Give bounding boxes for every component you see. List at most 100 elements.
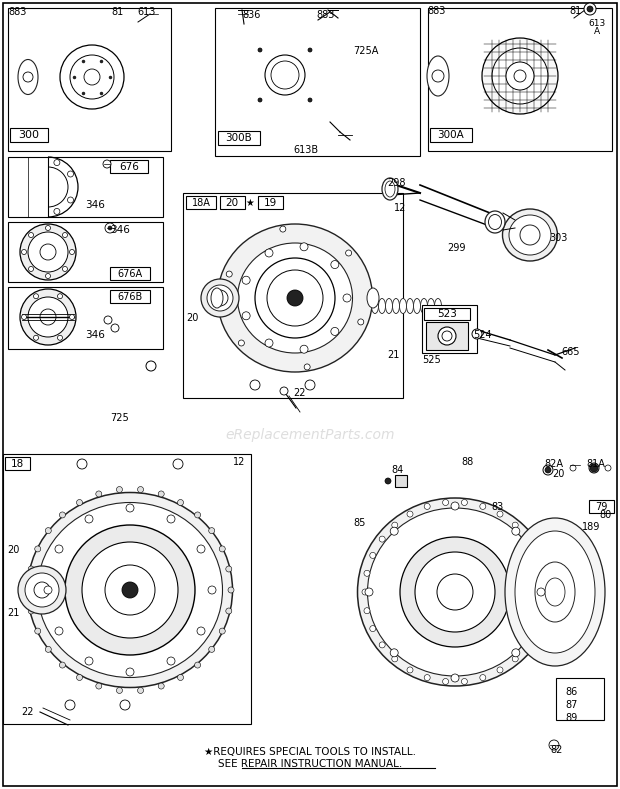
Circle shape (549, 740, 559, 750)
Circle shape (305, 380, 315, 390)
Text: 80: 80 (600, 510, 612, 520)
Circle shape (146, 361, 156, 371)
Circle shape (45, 274, 50, 279)
Circle shape (424, 675, 430, 681)
Circle shape (76, 675, 82, 680)
Circle shape (63, 267, 68, 271)
Circle shape (482, 38, 558, 114)
Circle shape (55, 627, 63, 635)
Ellipse shape (386, 298, 392, 313)
Ellipse shape (27, 492, 232, 687)
Circle shape (70, 55, 114, 99)
Ellipse shape (237, 243, 353, 353)
Circle shape (158, 491, 164, 497)
Circle shape (167, 657, 175, 665)
Text: 81A: 81A (587, 459, 606, 469)
Circle shape (29, 233, 33, 237)
Ellipse shape (207, 285, 233, 311)
Ellipse shape (382, 178, 398, 200)
Circle shape (65, 700, 75, 710)
Circle shape (22, 249, 27, 255)
Circle shape (364, 608, 370, 614)
Text: 299: 299 (448, 243, 466, 253)
Bar (5, 457, 30, 470)
Circle shape (195, 662, 201, 668)
Circle shape (424, 503, 430, 510)
Circle shape (345, 250, 352, 256)
Circle shape (304, 364, 310, 370)
Circle shape (400, 537, 510, 647)
Ellipse shape (520, 225, 540, 245)
Text: 86: 86 (566, 687, 578, 697)
Circle shape (331, 260, 339, 268)
Circle shape (44, 586, 52, 594)
Circle shape (117, 487, 122, 492)
Ellipse shape (385, 181, 395, 197)
Ellipse shape (368, 508, 542, 676)
Circle shape (497, 511, 503, 517)
Circle shape (512, 649, 520, 656)
Circle shape (242, 276, 250, 284)
Circle shape (76, 499, 82, 506)
Text: 12: 12 (233, 457, 245, 467)
Circle shape (492, 48, 548, 104)
Circle shape (362, 589, 368, 595)
Circle shape (365, 588, 373, 596)
Bar (215, 8, 420, 156)
Ellipse shape (25, 573, 59, 607)
Circle shape (60, 662, 66, 668)
Circle shape (308, 98, 312, 102)
Circle shape (22, 315, 27, 320)
Polygon shape (440, 18, 590, 130)
Bar (424, 308, 470, 320)
Circle shape (28, 232, 68, 272)
Text: 300: 300 (19, 130, 40, 140)
Circle shape (20, 289, 76, 345)
Text: 21: 21 (387, 350, 399, 360)
Circle shape (438, 327, 456, 345)
Circle shape (432, 70, 444, 82)
Polygon shape (240, 28, 330, 122)
Circle shape (20, 224, 76, 280)
Text: 81: 81 (570, 6, 582, 16)
Bar (589, 500, 614, 513)
Circle shape (212, 290, 228, 306)
Ellipse shape (18, 59, 38, 95)
Circle shape (480, 503, 486, 510)
Circle shape (392, 522, 398, 528)
Circle shape (197, 627, 205, 635)
Bar (10, 128, 48, 142)
Text: 79: 79 (595, 502, 607, 512)
Circle shape (407, 667, 413, 673)
Circle shape (437, 574, 473, 610)
Polygon shape (35, 15, 160, 25)
Circle shape (265, 339, 273, 347)
Text: 676: 676 (119, 162, 139, 172)
Ellipse shape (509, 215, 551, 255)
Circle shape (40, 309, 56, 325)
Circle shape (265, 55, 305, 95)
Text: 883: 883 (9, 7, 27, 17)
Circle shape (385, 478, 391, 484)
Bar (186, 196, 216, 209)
Ellipse shape (428, 298, 435, 313)
Circle shape (584, 3, 596, 15)
Circle shape (308, 48, 312, 52)
Circle shape (587, 6, 593, 12)
Ellipse shape (211, 288, 223, 308)
Circle shape (126, 668, 134, 676)
Bar (220, 196, 245, 209)
Bar (218, 131, 260, 145)
Circle shape (84, 69, 100, 85)
Circle shape (173, 459, 183, 469)
Ellipse shape (427, 56, 449, 96)
Ellipse shape (367, 288, 379, 308)
Bar (556, 678, 604, 720)
Circle shape (280, 226, 286, 232)
Text: 524: 524 (472, 330, 491, 340)
Circle shape (589, 463, 599, 473)
Circle shape (126, 504, 134, 512)
Circle shape (95, 491, 102, 497)
Circle shape (35, 546, 41, 552)
Circle shape (537, 588, 545, 596)
